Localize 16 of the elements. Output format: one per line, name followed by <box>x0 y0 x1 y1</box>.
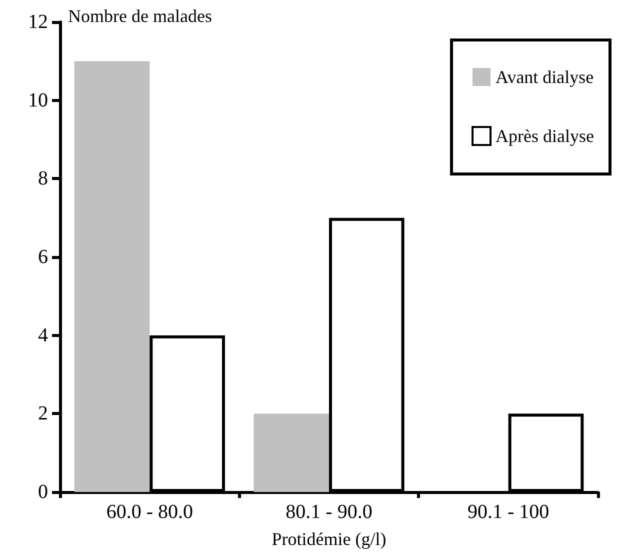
y-axis-title: Nombre de malades <box>68 6 212 26</box>
y-tick-label: 4 <box>38 324 48 346</box>
x-tick-label: 80.1 - 90.0 <box>286 501 372 523</box>
y-tick-label: 8 <box>38 168 48 190</box>
y-tick-label: 2 <box>38 402 48 425</box>
y-tick-label: 0 <box>38 481 48 503</box>
y-tick-label: 10 <box>28 89 48 112</box>
legend-label: Avant dialyse <box>496 67 594 87</box>
y-tick-label: 12 <box>28 11 48 33</box>
x-axis-title: Protidémie (g/l) <box>272 529 386 549</box>
x-tick-label: 90.1 - 100 <box>467 501 550 523</box>
legend-label: Après dialyse <box>496 126 594 146</box>
y-tick-label: 6 <box>38 246 48 268</box>
bar <box>74 61 150 492</box>
bar <box>254 414 329 492</box>
x-tick-label: 60.0 - 80.0 <box>106 501 194 523</box>
